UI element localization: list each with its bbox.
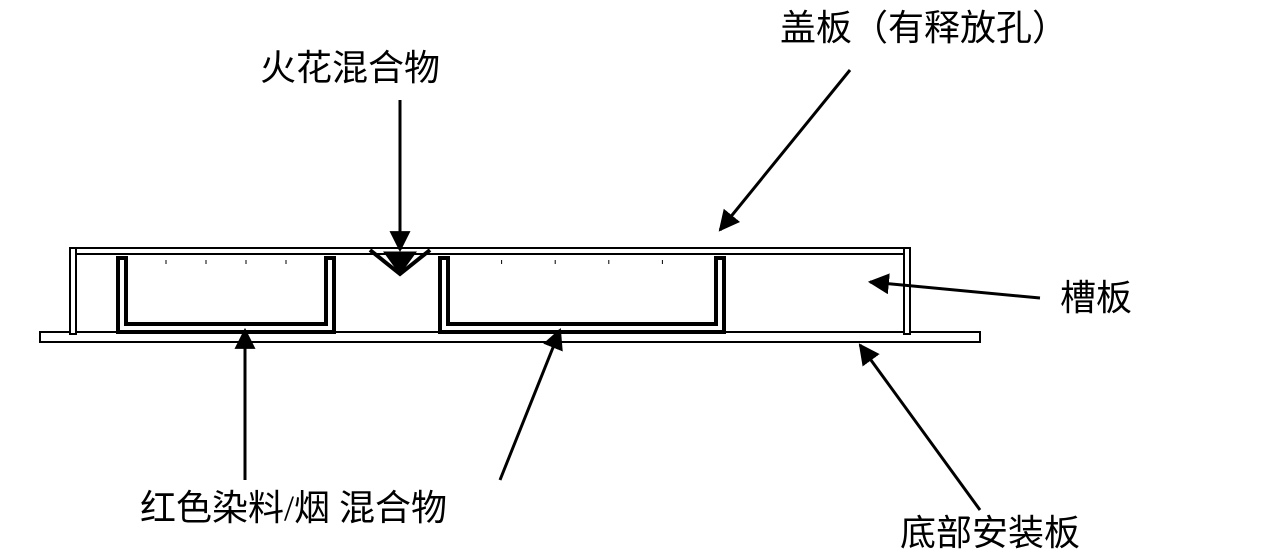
arrow-dye-right — [500, 330, 560, 480]
label-slot-plate: 槽板 — [1060, 278, 1132, 318]
arrow-cover — [720, 70, 850, 230]
arrow-slot — [870, 282, 1040, 298]
outer-wall-right — [904, 248, 910, 334]
label-spark-mixture: 火花混合物 — [260, 48, 440, 88]
slot-plate-left — [118, 258, 334, 332]
slot-plate-right — [440, 258, 724, 332]
label-cover-plate: 盖板（有释放孔） — [780, 8, 1068, 48]
cover-plate — [70, 248, 910, 254]
label-base-mounting-plate: 底部安装板 — [900, 513, 1080, 553]
label-dye-smoke-mixture: 红色染料/烟 混合物 — [140, 488, 447, 528]
arrow-base — [860, 345, 980, 510]
outer-wall-left — [70, 248, 76, 334]
